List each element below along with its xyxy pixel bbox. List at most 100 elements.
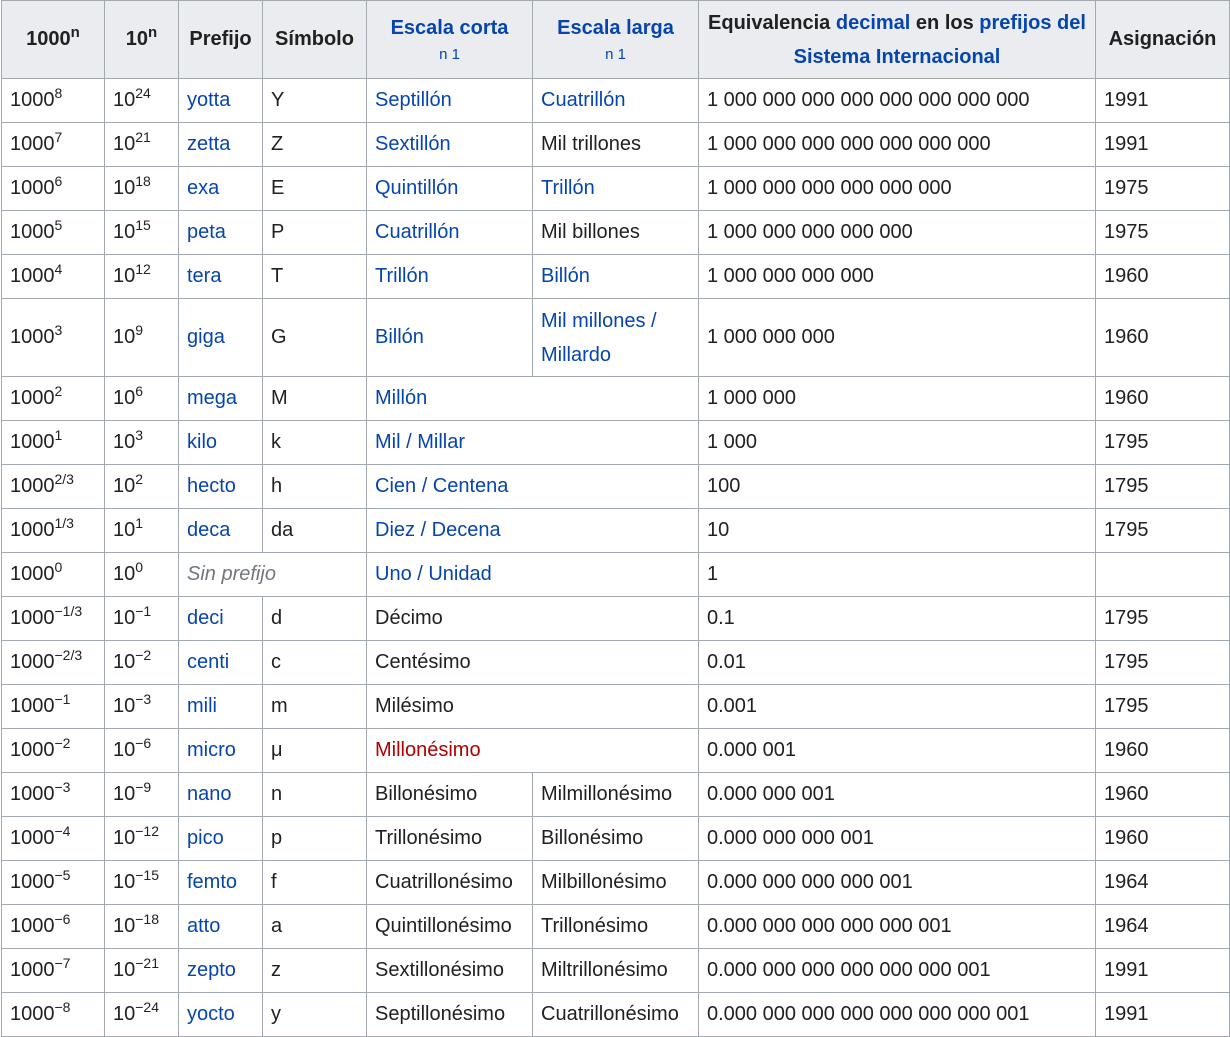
cell-escala-corta[interactable]: Billón [366, 298, 533, 377]
cell-prefix-link[interactable]: deca [178, 508, 263, 553]
cell-scale-both: Milésimo [366, 684, 699, 729]
cell-escala-corta[interactable]: Trillón [366, 254, 533, 299]
cell-prefix-link[interactable]: centi [178, 640, 263, 685]
note-ref-corta[interactable]: n 1 [439, 45, 460, 63]
cell-symbol: E [262, 166, 367, 211]
cell-escala-corta[interactable]: Cuatrillón [366, 210, 533, 255]
cell-year: 1964 [1095, 904, 1230, 949]
cell-prefix-link[interactable]: yocto [178, 992, 263, 1037]
cell-prefix-link[interactable]: femto [178, 860, 263, 905]
table-row: 1000−2/3 10−2 centi c Centésimo 0.01 1795 [1, 640, 1230, 685]
cell-power-1000: 1000−1 [1, 684, 105, 729]
table-row: 1000−6 10−18 atto a Quintillonésimo Trillonés… [1, 904, 1230, 949]
cell-power-10: 10−21 [104, 948, 179, 993]
cell-decimal: 0.000 000 000 000 000 001 [698, 904, 1096, 949]
header-row: 1000n 10n Prefijo Símbolo Escala corta n … [1, 0, 1230, 79]
cell-prefix-link[interactable]: deci [178, 596, 263, 641]
cell-prefix-link[interactable]: peta [178, 210, 263, 255]
cell-symbol: n [262, 772, 367, 817]
cell-power-1000: 1000−7 [1, 948, 105, 993]
cell-power-1000: 1000−2 [1, 728, 105, 773]
cell-prefix-link[interactable]: kilo [178, 420, 263, 465]
table-row: 1000−3 10−9 nano n Billonésimo Milmillonésimo… [1, 772, 1230, 817]
cell-escala-larga[interactable]: Trillón [532, 166, 699, 211]
decimal-link[interactable]: decimal [835, 11, 911, 34]
cell-year: 1795 [1095, 420, 1230, 465]
prefijos-si-link[interactable]: prefijos del Sistema Internacional [793, 11, 1086, 68]
cell-power-1000: 1000−6 [1, 904, 105, 949]
cell-prefix-link[interactable]: pico [178, 816, 263, 861]
cell-year [1095, 552, 1230, 597]
table-row: 10007 1021 zetta Z Sextillón Mil trillones 1 0… [1, 122, 1230, 167]
cell-prefix-link[interactable]: exa [178, 166, 263, 211]
cell-prefix-link[interactable]: hecto [178, 464, 263, 509]
cell-power-10: 10−2 [104, 640, 179, 685]
cell-scale-both[interactable]: Millón [366, 376, 699, 421]
cell-prefix-link[interactable]: nano [178, 772, 263, 817]
col-header-escala-corta[interactable]: Escala corta n 1 [366, 0, 533, 79]
cell-power-10: 1015 [104, 210, 179, 255]
cell-prefix-link[interactable]: mili [178, 684, 263, 729]
cell-power-1000: 1000−4 [1, 816, 105, 861]
cell-power-10: 10−3 [104, 684, 179, 729]
cell-power-1000: 10006 [1, 166, 105, 211]
cell-decimal: 0.000 000 000 001 [698, 816, 1096, 861]
cell-power-10: 10−12 [104, 816, 179, 861]
cell-power-10: 101 [104, 508, 179, 553]
cell-prefix-link[interactable]: yotta [178, 78, 263, 123]
cell-prefix-link[interactable]: mega [178, 376, 263, 421]
cell-scale-both[interactable]: Mil / Millar [366, 420, 699, 465]
cell-power-1000: 10002 [1, 376, 105, 421]
cell-power-10: 10−18 [104, 904, 179, 949]
cell-scale-both[interactable]: Cien / Centena [366, 464, 699, 509]
cell-escala-corta: Cuatrillonésimo [366, 860, 533, 905]
note-ref-larga[interactable]: n 1 [605, 45, 626, 63]
table-row: 10005 1015 peta P Cuatrillón Mil billones 1 00… [1, 210, 1230, 255]
cell-decimal: 1 [698, 552, 1096, 597]
cell-year: 1991 [1095, 122, 1230, 167]
cell-prefix-link[interactable]: tera [178, 254, 263, 299]
col-header-escala-larga[interactable]: Escala larga n 1 [532, 0, 699, 79]
cell-prefix-link[interactable]: zetta [178, 122, 263, 167]
cell-decimal: 1 000 000 000 000 000 [698, 210, 1096, 255]
cell-scale-both[interactable]: Millonésimo [366, 728, 699, 773]
cell-scale-both[interactable]: Diez / Decena [366, 508, 699, 553]
cell-prefix-link[interactable]: atto [178, 904, 263, 949]
col-header-asignacion: Asignación [1095, 0, 1230, 79]
cell-year: 1975 [1095, 166, 1230, 211]
cell-power-10: 106 [104, 376, 179, 421]
cell-escala-corta[interactable]: Sextillón [366, 122, 533, 167]
table-row: 10000 100 Sin prefijo Uno / Unidad 1 [1, 552, 1230, 597]
cell-power-1000: 1000−1/3 [1, 596, 105, 641]
cell-symbol: y [262, 992, 367, 1037]
cell-decimal: 1 000 000 000 000 000 000 000 000 [698, 78, 1096, 123]
cell-prefix-link[interactable]: micro [178, 728, 263, 773]
cell-symbol: m [262, 684, 367, 729]
cell-escala-corta[interactable]: Quintillón [366, 166, 533, 211]
cell-decimal: 0.1 [698, 596, 1096, 641]
table-row: 10004 1012 tera T Trillón Billón 1 000 000 000… [1, 254, 1230, 299]
cell-symbol: G [262, 298, 367, 377]
cell-escala-corta[interactable]: Septillón [366, 78, 533, 123]
cell-escala-larga[interactable]: Billón [532, 254, 699, 299]
cell-year: 1795 [1095, 640, 1230, 685]
cell-symbol: μ [262, 728, 367, 773]
cell-scale-both[interactable]: Uno / Unidad [366, 552, 699, 597]
table-row: 1000−1/3 10−1 deci d Décimo 0.1 1795 [1, 596, 1230, 641]
cell-power-10: 100 [104, 552, 179, 597]
cell-power-1000: 1000−3 [1, 772, 105, 817]
table-row: 10001/3 101 deca da Diez / Decena 10 1795 [1, 508, 1230, 553]
cell-power-10: 1018 [104, 166, 179, 211]
cell-power-1000: 10003 [1, 298, 105, 377]
cell-decimal: 1 000 000 000 [698, 298, 1096, 377]
cell-prefix-link[interactable]: giga [178, 298, 263, 377]
cell-escala-larga[interactable]: Cuatrillón [532, 78, 699, 123]
cell-escala-larga[interactable]: Mil millones / Millardo [532, 298, 699, 377]
cell-symbol: h [262, 464, 367, 509]
cell-decimal: 0.000 000 000 000 000 000 000 001 [698, 992, 1096, 1037]
cell-prefix-link[interactable]: zepto [178, 948, 263, 993]
cell-year: 1964 [1095, 860, 1230, 905]
cell-decimal: 1 000 000 000 000 000 000 000 [698, 122, 1096, 167]
cell-power-1000: 1000−5 [1, 860, 105, 905]
